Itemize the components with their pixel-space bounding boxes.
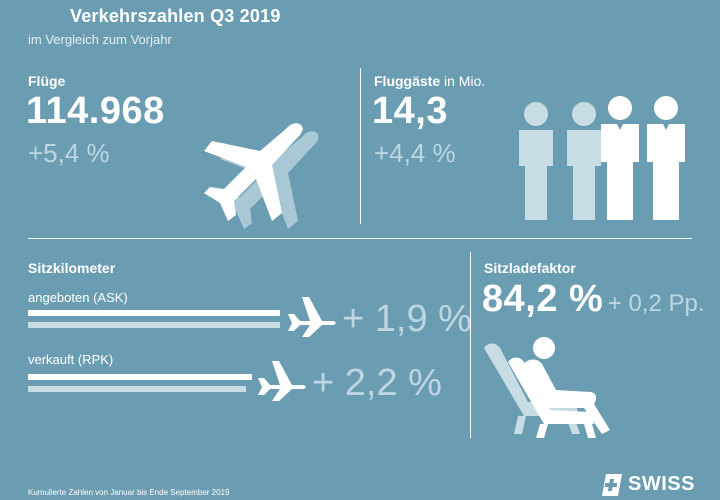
footnote: Kumulierte Zahlen von Januar bis Ende Se…	[28, 488, 230, 497]
swiss-cross-icon	[602, 473, 622, 496]
separator-horizontal	[28, 238, 692, 239]
load-factor-label: Sitzladefaktor	[484, 260, 576, 276]
passengers-label-unit: in Mio.	[444, 73, 486, 89]
page-subtitle: im Vergleich zum Vorjahr	[28, 32, 172, 47]
rpk-change: + 2,2 %	[312, 362, 442, 404]
passengers-label: Fluggäste in Mio.	[374, 73, 485, 89]
separator-vertical-bottom	[470, 252, 471, 438]
load-factor-value: 84,2 %	[482, 278, 604, 320]
ask-airplane-icon	[288, 297, 336, 337]
rpk-airplane-icon	[258, 361, 306, 401]
swiss-logo: SWISS	[600, 473, 695, 496]
passengers-change: +4,4 %	[374, 138, 456, 168]
flights-label: Flüge	[28, 73, 66, 89]
passengers-label-main: Fluggäste	[374, 73, 441, 89]
ask-bar-previous	[28, 322, 280, 328]
flights-change: +5,4 %	[28, 138, 110, 168]
rpk-bar-previous	[28, 386, 246, 392]
rpk-bar-main	[28, 374, 252, 380]
ask-bar-main	[28, 310, 280, 316]
seat-icon	[484, 337, 610, 438]
passengers-value: 14,3	[372, 90, 448, 132]
swiss-logo-text: SWISS	[628, 473, 695, 495]
flights-value: 114.968	[26, 90, 165, 132]
seat-km-label: Sitzkilometer	[28, 260, 116, 276]
airplane-icon	[204, 123, 319, 229]
load-factor-change: + 0,2 Pp.	[607, 290, 705, 317]
page-title: Verkehrszahlen Q3 2019	[70, 6, 281, 26]
passengers-icon	[519, 96, 685, 220]
load-factor-row: 84,2 % + 0,2 Pp.	[482, 278, 705, 321]
ask-change: + 1,9 %	[342, 298, 472, 340]
separator-vertical-top	[360, 68, 361, 224]
ask-label: angeboten (ASK)	[28, 290, 128, 305]
rpk-label: verkauft (RPK)	[28, 352, 114, 367]
